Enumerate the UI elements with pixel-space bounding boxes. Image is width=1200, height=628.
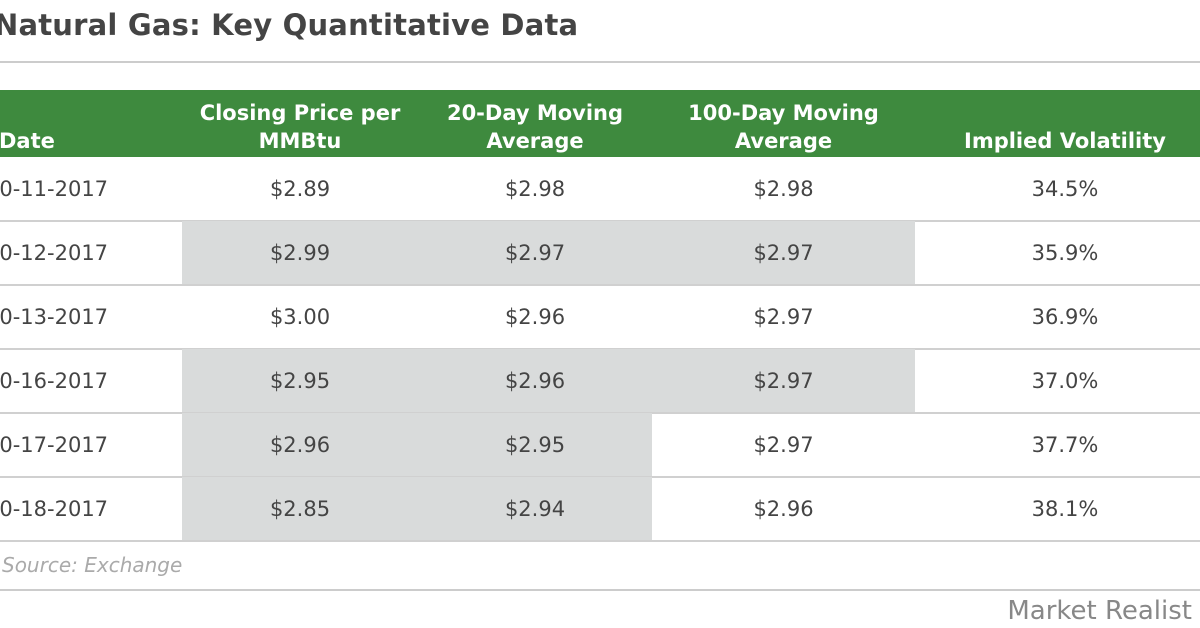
table-cell: $2.96 (418, 349, 652, 413)
table-cell: $2.95 (182, 349, 418, 413)
table-cell: $2.96 (504, 305, 566, 329)
table-cell: $3.00 (269, 305, 331, 329)
table-cell: $2.96 (182, 413, 418, 477)
table-cell: 36.9% (1031, 305, 1099, 329)
header-cell: 20-Day Moving Average (446, 101, 624, 153)
table-cell: $2.97 (652, 349, 915, 413)
row-separator (0, 540, 1200, 542)
table-cell: 10-11-2017 (0, 177, 109, 201)
table-cell: $2.98 (504, 177, 566, 201)
table-cell: $2.85 (182, 477, 418, 541)
table-cell: $2.97 (418, 221, 652, 285)
table-cell: 10-18-2017 (0, 497, 109, 521)
table-cell: $2.97 (753, 305, 814, 329)
table-cell: 34.5% (1031, 177, 1099, 201)
row-separator (0, 284, 1200, 286)
header-cell: Date (0, 129, 55, 153)
table-cell: 38.1% (1031, 497, 1099, 521)
table-cell: $2.94 (418, 477, 652, 541)
table-cell: $2.99 (182, 221, 418, 285)
table-cell: 35.9% (1031, 241, 1099, 265)
table-cell: 37.0% (1031, 369, 1099, 393)
source: Source: Exchange (2, 553, 183, 577)
table-cell: $2.96 (753, 497, 814, 521)
footer-rule (0, 589, 1200, 591)
table-cell: $2.89 (269, 177, 331, 201)
header-cell: 100-Day Moving Average (688, 101, 879, 153)
table-cell: $2.97 (753, 433, 814, 457)
table-cell: $2.95 (418, 413, 652, 477)
table-cell: $2.97 (652, 221, 915, 285)
logo: Market Realist (1007, 596, 1192, 626)
table-cell: 10-13-2017 (0, 305, 109, 329)
table-cell: $2.98 (753, 177, 814, 201)
table-cell: 37.7% (1031, 433, 1099, 457)
header-cell: Closing Price per MMBtu (199, 101, 401, 153)
table-cell: 10-16-2017 (0, 369, 109, 393)
title-rule (0, 61, 1200, 63)
header-band (0, 90, 1200, 157)
title: Natural Gas: Key Quantitative Data (0, 8, 579, 42)
header-cell: Implied Volatility (964, 129, 1166, 153)
table-cell: 10-12-2017 (0, 241, 109, 265)
table-cell: 10-17-2017 (0, 433, 109, 457)
